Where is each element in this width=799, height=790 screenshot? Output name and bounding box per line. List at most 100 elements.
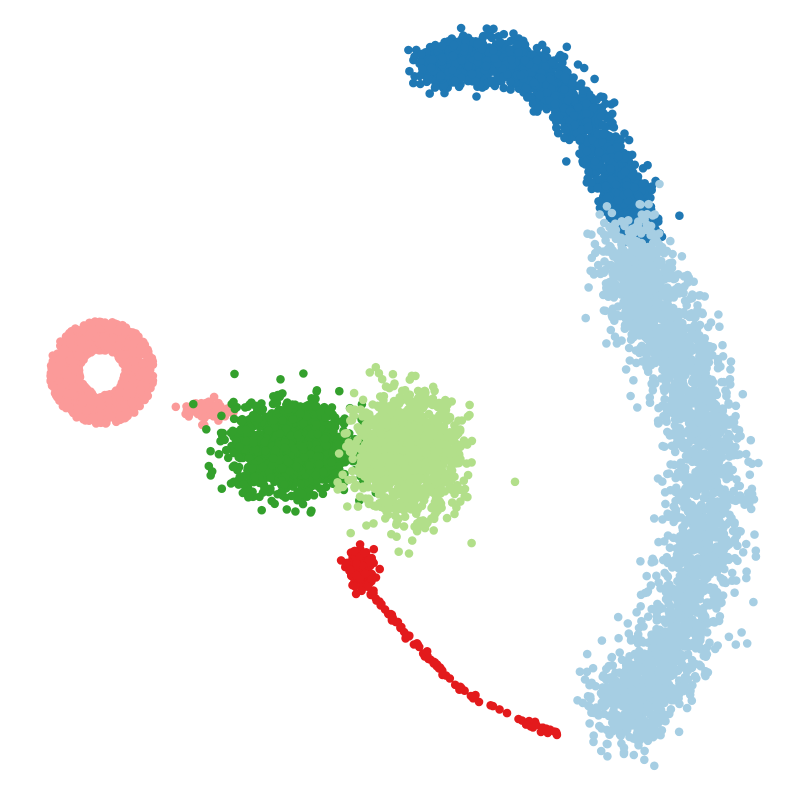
scatter-point-light-green: [401, 463, 411, 473]
series-light-green: [333, 362, 520, 558]
scatter-point-light-green: [347, 416, 357, 425]
scatter-point-light-green: [430, 497, 440, 507]
scatter-point-dark-green: [281, 493, 290, 502]
scatter-point-dark-green: [228, 426, 238, 436]
scatter-point-dark-green: [306, 508, 316, 517]
scatter-point-red: [455, 685, 464, 694]
scatter-point-dark-green: [280, 443, 290, 452]
scatter-point-pink: [100, 318, 110, 327]
scatter-point-red: [550, 727, 559, 736]
scatter-point-pink: [66, 335, 76, 344]
scatter-point-pink: [97, 401, 106, 410]
scatter-point-pink: [138, 358, 147, 368]
scatter-point-pink: [99, 332, 108, 342]
scatter-point-light-green: [397, 386, 407, 396]
scatter-point-red: [486, 701, 495, 710]
scatter-point-dark-green: [257, 399, 266, 408]
scatter-point-light-green: [445, 483, 455, 492]
scatter-point-pink: [103, 342, 113, 352]
scatter-point-light-green: [406, 489, 416, 499]
scatter-point-pink: [128, 399, 137, 408]
scatter-point-light-green: [382, 419, 391, 429]
scatter-point-dark-green: [288, 415, 298, 424]
scatter-point-dark-green: [311, 401, 321, 411]
scatter-point-dark-green: [229, 397, 238, 407]
scatter-point-dark-green: [249, 438, 258, 448]
scatter-point-dark-green: [283, 457, 293, 467]
scatter-point-light-green: [385, 456, 395, 466]
scatter-point-red: [352, 559, 361, 568]
scatter-point-dark-green: [261, 446, 270, 456]
scatter-point-dark-green: [276, 375, 285, 384]
scatter-point-dark-green: [258, 462, 268, 472]
scatter-point-light-green: [454, 416, 463, 426]
scatter-point-pink: [75, 344, 85, 354]
scatter-point-red: [359, 548, 369, 558]
scatter-point-light-green: [353, 435, 362, 445]
scatter-point-pink: [71, 363, 80, 373]
scatter-point-light-green: [397, 413, 407, 422]
scatter-point-light-green: [347, 466, 357, 476]
scatter-point-light-green: [447, 498, 457, 507]
scatter-point-light-green: [455, 485, 465, 495]
scatter-point-light-green: [394, 476, 404, 486]
scatter-point-red: [502, 708, 512, 718]
scatter-point-dark-green: [271, 445, 280, 455]
scatter-point-dark-green: [298, 442, 308, 452]
scatter-point-light-green: [404, 549, 414, 558]
scatter-point-dark-green: [235, 472, 245, 482]
scatter-point-dark-green: [260, 437, 269, 447]
scatter-point-light-green: [383, 478, 392, 487]
scatter-point-dark-green: [279, 480, 289, 489]
scatter-point-pink: [129, 408, 139, 417]
scatter-point-dark-green: [206, 446, 215, 456]
scatter-point-light-green: [390, 419, 399, 428]
scatter-point-dark-green: [248, 463, 257, 473]
scatter-point-dark-green: [312, 386, 322, 395]
scatter-point-light-green: [424, 409, 434, 419]
scatter-point-dark-green: [217, 484, 227, 494]
scatter-point-dark-green: [313, 429, 322, 439]
scatter-point-dark-green: [295, 409, 305, 418]
scatter-point-red: [466, 691, 476, 701]
scatter-point-dark-green: [228, 462, 238, 472]
scatter-point-dark-green: [312, 452, 322, 461]
scatter-point-light-green: [348, 475, 358, 484]
scatter-point-light-green: [510, 477, 520, 487]
scatter-point-light-green: [358, 461, 368, 471]
scatter-point-light-green: [399, 506, 409, 515]
scatter-point-light-green: [428, 400, 437, 410]
scatter-point-red: [514, 714, 523, 724]
scatter-point-light-green: [342, 428, 351, 438]
scatter-point-pink: [128, 328, 137, 337]
scatter-point-pink: [211, 400, 220, 410]
scatter-point-light-green: [412, 519, 422, 528]
scatter-point-red: [436, 664, 446, 674]
scatter-point-dark-green: [334, 440, 344, 449]
scatter-point-light-green: [436, 400, 446, 410]
scatter-point-pink: [116, 349, 126, 359]
scatter-point-pink: [74, 374, 83, 384]
scatter-point-dark-green: [325, 406, 334, 416]
scatter-point-pink: [102, 418, 111, 428]
scatter-point-pink: [54, 361, 63, 371]
scatter-point-light-green: [430, 386, 439, 396]
scatter-point-light-green: [388, 466, 398, 476]
scatter-point-light-green: [385, 431, 394, 440]
scatter-point-pink: [56, 337, 65, 346]
scatter-point-light-green: [346, 528, 356, 538]
scatter-point-pink: [56, 383, 66, 393]
scatter-point-dark-green: [217, 411, 226, 421]
scatter-point-red: [357, 586, 366, 596]
scatter-point-light-green: [353, 502, 363, 511]
scatter-point-light-green: [379, 496, 389, 506]
scatter-point-dark-blue: [472, 92, 481, 101]
scatter-point-light-green: [367, 467, 376, 477]
scatter-point-dark-green: [311, 470, 321, 480]
scatter-point-pink: [123, 339, 133, 348]
scatter-point-light-green: [376, 429, 386, 439]
scatter-point-red: [401, 634, 410, 643]
scatter-point-dark-green: [319, 467, 328, 477]
scatter-point-light-green: [374, 368, 384, 378]
scatter-point-light-green: [376, 483, 385, 493]
